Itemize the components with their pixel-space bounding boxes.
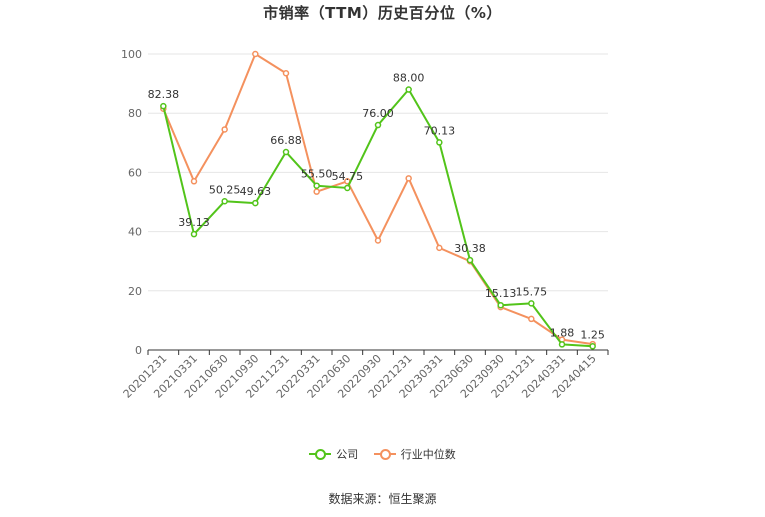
legend-swatch-industry-median xyxy=(373,448,396,460)
data-label-company: 1.88 xyxy=(550,326,575,339)
data-label-company: 15.75 xyxy=(516,285,548,298)
legend-item-company[interactable]: 公司 xyxy=(309,446,358,462)
data-point-company[interactable] xyxy=(190,230,198,238)
data-point-industry-median[interactable] xyxy=(528,315,535,323)
data-point-company[interactable] xyxy=(282,148,290,156)
series-line-industry-median xyxy=(162,53,593,346)
data-label-company: 88.00 xyxy=(393,72,425,85)
y-tick-label-100: 100 xyxy=(121,48,142,61)
y-tick-label-0: 0 xyxy=(135,344,142,357)
data-label-company: 50.25 xyxy=(209,183,241,196)
data-point-company[interactable] xyxy=(374,121,382,129)
data-point-company[interactable] xyxy=(344,184,351,192)
data-point-company[interactable] xyxy=(313,182,320,189)
data-point-industry-median[interactable] xyxy=(313,188,320,195)
legend-label-company: 公司 xyxy=(336,448,359,461)
data-point-industry-median[interactable] xyxy=(436,244,443,252)
chart-legend: 公司 行业中位数 xyxy=(0,446,765,462)
data-point-company[interactable] xyxy=(252,199,259,207)
data-label-company: 76.00 xyxy=(362,107,394,120)
data-point-company[interactable] xyxy=(221,198,228,205)
data-point-industry-median[interactable] xyxy=(282,69,290,77)
data-point-industry-median[interactable] xyxy=(252,50,259,58)
data-point-industry-median[interactable] xyxy=(190,178,198,185)
data-point-company[interactable] xyxy=(466,256,474,264)
data-point-industry-median[interactable] xyxy=(221,126,228,133)
legend-swatch-company xyxy=(309,448,332,460)
data-label-company: 55.50 xyxy=(301,168,333,181)
data-point-company[interactable] xyxy=(160,102,167,110)
data-label-company: 70.13 xyxy=(424,124,456,137)
data-point-company[interactable] xyxy=(497,301,504,309)
legend-item-industry-median[interactable]: 行业中位数 xyxy=(373,446,456,462)
data-label-company: 1.25 xyxy=(580,328,605,341)
data-point-company[interactable] xyxy=(405,86,412,93)
data-point-industry-median[interactable] xyxy=(405,175,412,182)
y-tick-label-60: 60 xyxy=(128,166,142,179)
y-tick-label-20: 20 xyxy=(128,285,142,298)
data-label-company: 82.38 xyxy=(148,88,180,101)
data-label-company: 39.13 xyxy=(178,216,210,229)
chart-title: 市销率（TTM）历史百分位（%） xyxy=(263,4,502,22)
legend-label-industry-median: 行业中位数 xyxy=(400,448,456,461)
data-point-company[interactable] xyxy=(558,341,566,348)
data-point-company[interactable] xyxy=(436,139,443,146)
data-point-company[interactable] xyxy=(589,343,596,350)
data-label-company: 54.75 xyxy=(332,170,364,183)
y-tick-label-40: 40 xyxy=(128,226,142,239)
data-label-company: 15.13 xyxy=(485,287,517,300)
data-label-company: 66.88 xyxy=(270,134,302,147)
data-point-industry-median[interactable] xyxy=(374,237,382,244)
data-point-company[interactable] xyxy=(528,300,535,307)
data-label-company: 49.63 xyxy=(240,185,272,198)
data-source-note: 数据来源：恒生聚源 xyxy=(328,492,437,506)
data-label-company: 30.38 xyxy=(454,242,486,255)
y-tick-label-80: 80 xyxy=(128,107,142,120)
